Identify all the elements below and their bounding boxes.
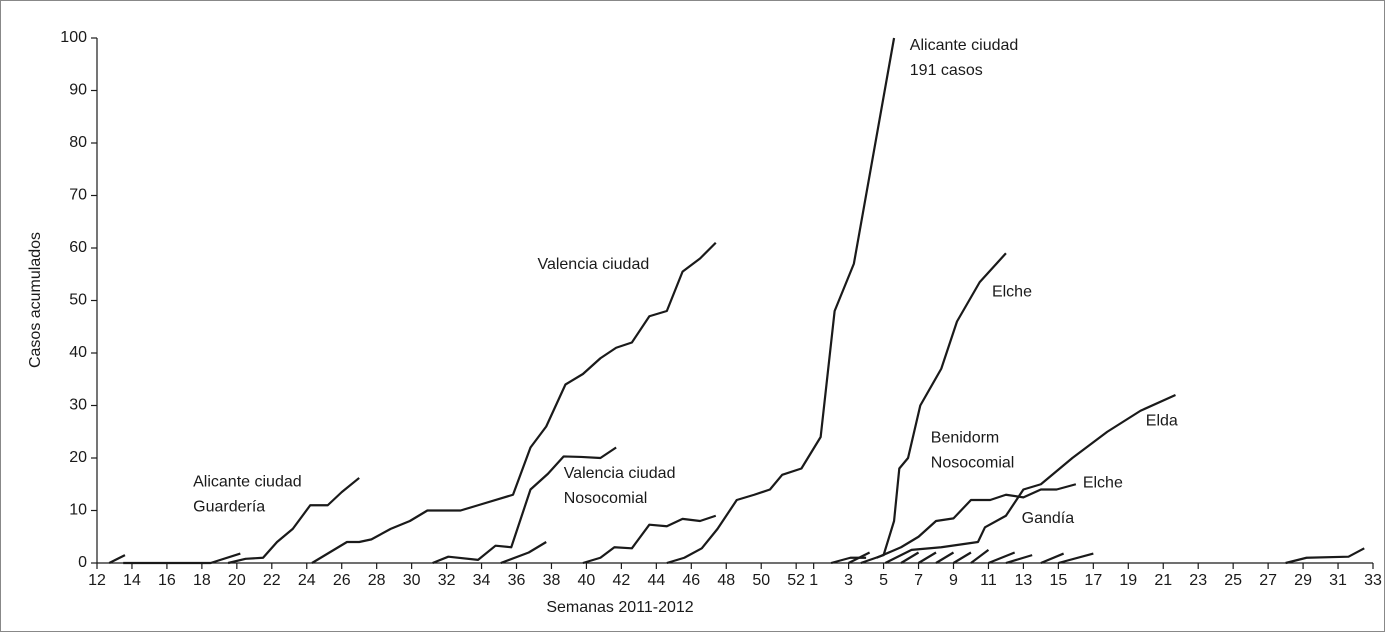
annotation: Valencia ciudad xyxy=(537,256,649,273)
x-axis-label: Semanas 2011-2012 xyxy=(546,599,693,616)
series-line xyxy=(1058,552,1094,565)
x-tick-label: 15 xyxy=(1049,572,1067,589)
annotation: Elche xyxy=(992,283,1032,300)
y-tick-label: 100 xyxy=(60,29,87,46)
y-tick-label: 0 xyxy=(78,554,87,571)
annotation: Guardería xyxy=(193,498,265,515)
x-tick-label: 13 xyxy=(1015,572,1033,589)
y-tick-label: 10 xyxy=(69,502,87,519)
x-tick-label: 25 xyxy=(1224,572,1242,589)
series-line xyxy=(1005,554,1033,565)
y-tick-label: 50 xyxy=(69,292,87,309)
x-tick-label: 23 xyxy=(1189,572,1207,589)
x-tick-label: 48 xyxy=(717,572,735,589)
annotation: Valencia ciudad xyxy=(564,465,676,482)
series-line xyxy=(108,554,126,564)
x-tick-label: 22 xyxy=(263,572,281,589)
x-tick-label: 5 xyxy=(879,572,888,589)
y-tick-label: 60 xyxy=(69,239,87,256)
series-line xyxy=(227,477,360,565)
annotation: Elche xyxy=(1083,474,1123,491)
x-tick-label: 14 xyxy=(123,572,141,589)
x-tick-label: 1 xyxy=(809,572,818,589)
series-line xyxy=(935,551,955,564)
x-tick-label: 18 xyxy=(193,572,211,589)
x-tick-label: 33 xyxy=(1364,572,1382,589)
series-line xyxy=(500,541,547,565)
y-tick-label: 80 xyxy=(69,134,87,151)
x-tick-label: 27 xyxy=(1259,572,1277,589)
series-line xyxy=(900,551,920,564)
annotation: Alicante ciudad xyxy=(910,37,1019,54)
x-tick-label: 21 xyxy=(1154,572,1172,589)
x-tick-label: 12 xyxy=(88,572,106,589)
series-line xyxy=(432,446,617,565)
x-tick-label: 16 xyxy=(158,572,176,589)
y-tick-label: 40 xyxy=(69,344,87,361)
series-line xyxy=(582,514,717,565)
annotation: Benidorm xyxy=(931,429,999,446)
series-line xyxy=(666,37,896,565)
annotation: Nosocomial xyxy=(564,490,648,507)
x-tick-label: 52 xyxy=(787,572,805,589)
series-line xyxy=(311,241,717,564)
series-line xyxy=(988,551,1016,565)
y-tick-label: 90 xyxy=(69,82,87,99)
x-tick-label: 40 xyxy=(578,572,596,589)
x-tick-label: 11 xyxy=(980,572,997,589)
x-tick-label: 34 xyxy=(473,572,491,589)
x-tick-label: 30 xyxy=(403,572,421,589)
x-tick-label: 17 xyxy=(1084,572,1102,589)
x-tick-label: 20 xyxy=(228,572,246,589)
x-tick-label: 38 xyxy=(543,572,561,589)
annotation: Alicante ciudad xyxy=(193,473,302,490)
x-tick-label: 36 xyxy=(508,572,526,589)
x-tick-label: 28 xyxy=(368,572,386,589)
annotation: 191 casos xyxy=(910,62,983,79)
series-line xyxy=(952,551,972,564)
series-line xyxy=(860,252,1007,565)
y-tick-label: 70 xyxy=(69,187,87,204)
annotation: Gandía xyxy=(1022,510,1075,527)
y-tick-label: 30 xyxy=(69,397,87,414)
series-line xyxy=(848,551,871,564)
x-tick-label: 44 xyxy=(647,572,665,589)
series-line xyxy=(123,552,241,565)
annotation: Nosocomial xyxy=(931,454,1015,471)
series-line xyxy=(884,393,1176,564)
y-axis-label: Casos acumulados xyxy=(27,232,44,368)
x-tick-label: 24 xyxy=(298,572,316,589)
x-tick-label: 3 xyxy=(844,572,853,589)
x-tick-label: 31 xyxy=(1329,572,1347,589)
x-tick-label: 7 xyxy=(914,572,923,589)
x-tick-label: 32 xyxy=(438,572,456,589)
x-tick-label: 42 xyxy=(612,572,630,589)
x-tick-label: 26 xyxy=(333,572,351,589)
series-line xyxy=(970,548,990,564)
x-tick-label: 19 xyxy=(1119,572,1137,589)
y-tick-label: 20 xyxy=(69,449,87,466)
x-tick-label: 29 xyxy=(1294,572,1312,589)
series-line xyxy=(1285,547,1365,565)
x-tick-label: 9 xyxy=(949,572,958,589)
series-line xyxy=(876,483,1077,559)
x-tick-label: 46 xyxy=(682,572,700,589)
x-tick-label: 50 xyxy=(752,572,770,589)
series-line xyxy=(1040,552,1065,565)
annotation: Elda xyxy=(1146,412,1178,429)
series-line xyxy=(917,551,937,564)
